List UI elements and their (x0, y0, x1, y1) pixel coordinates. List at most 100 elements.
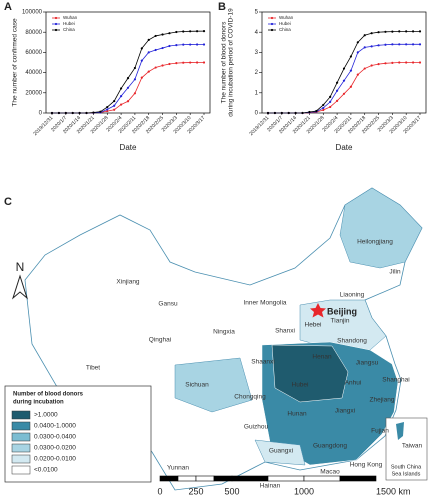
point (133, 92, 137, 95)
province-label: Anhui (345, 380, 362, 387)
scale-seg (195, 475, 215, 482)
point (154, 34, 157, 38)
point (99, 110, 102, 113)
point (161, 64, 164, 67)
point (356, 73, 359, 76)
point (405, 61, 408, 64)
legend-swatch (11, 410, 31, 420)
legend-marker (270, 16, 274, 20)
point (335, 89, 339, 92)
point (329, 95, 332, 98)
scale-label: 250 (188, 486, 203, 496)
y-axis-label: The number of blood donors (221, 21, 228, 103)
point (147, 51, 150, 54)
point (126, 86, 130, 89)
x-tick-label: 2019/12/31 (248, 115, 270, 137)
capital-star (310, 303, 326, 318)
legend-label: Hubei (279, 21, 291, 26)
legend-label: Wuhan (279, 15, 294, 20)
point (280, 111, 283, 115)
plot-frame (45, 11, 211, 114)
point (384, 43, 387, 46)
point (370, 45, 373, 48)
legend-title: Number of blood donors (13, 392, 84, 398)
point (175, 30, 178, 34)
province-label: Jiangsu (356, 360, 379, 367)
series-line (268, 43, 420, 114)
point (106, 105, 109, 109)
point (71, 111, 74, 115)
point (195, 61, 199, 64)
point (287, 111, 290, 115)
point (391, 61, 394, 65)
point (113, 99, 116, 103)
point (398, 61, 401, 64)
point (391, 30, 394, 33)
province-label: Xinjiang (116, 279, 140, 286)
legend-label: Hubei (63, 21, 75, 26)
y-tick-label: 1 (255, 90, 259, 96)
point (370, 32, 373, 35)
point (377, 31, 380, 34)
scale-seg (159, 475, 179, 482)
y-tick-label: 3 (255, 50, 259, 56)
province-label: Guizhou (244, 424, 269, 431)
point (175, 62, 178, 65)
x-axis-label: Date (336, 143, 353, 152)
point (168, 62, 171, 66)
inset-box (385, 417, 428, 481)
province-label: Inner Mongolia (244, 300, 287, 307)
point (126, 77, 130, 80)
legend-marker (54, 28, 58, 32)
scale-seg (267, 475, 305, 482)
series-line (268, 62, 420, 114)
point (126, 100, 130, 103)
point (106, 108, 109, 111)
y-axis-label: during incubation period of COVID-19 (228, 8, 235, 117)
point (411, 30, 415, 33)
point (342, 79, 346, 82)
scale-seg (231, 475, 269, 482)
point (202, 43, 206, 46)
point (418, 30, 422, 33)
y-tick-label: 80000 (25, 30, 42, 36)
legend-label: Wuhan (63, 15, 78, 20)
province-label: Ningxia (213, 329, 235, 336)
point (64, 111, 67, 115)
province-label: Guangdong (313, 443, 347, 450)
scale-label: 0 (157, 486, 162, 496)
panel-letter: C (4, 196, 12, 208)
point (50, 111, 54, 115)
province-label: Tianjin (331, 318, 350, 325)
point (294, 111, 297, 115)
point (154, 66, 157, 69)
province-label: Gansu (158, 301, 178, 308)
point (335, 81, 339, 84)
province-label: Qinghai (149, 337, 171, 344)
legend-label: 0.0200-0.0100 (34, 456, 76, 463)
province-label: Guangxi (269, 448, 293, 455)
province-label: Taiwan (402, 443, 423, 450)
point (113, 104, 116, 107)
point (161, 33, 164, 36)
point (405, 43, 408, 46)
legend-label: China (63, 27, 75, 32)
y-tick-label: 100000 (22, 10, 43, 16)
y-tick-label: 0 (39, 111, 43, 117)
point (140, 59, 143, 62)
point (377, 63, 380, 66)
point (119, 95, 123, 98)
plot-frame (261, 11, 427, 114)
province-label: Hebei (305, 322, 322, 329)
legend-swatch (11, 454, 31, 464)
capital-label: Beijing (327, 306, 357, 316)
point (356, 41, 359, 44)
legend-label: 0.0300-0.0400 (34, 434, 76, 441)
point (133, 66, 137, 70)
panel-letter: A (4, 1, 12, 13)
point (322, 103, 325, 107)
point (189, 43, 192, 46)
province-label: Shaanxi (251, 359, 275, 366)
point (356, 51, 359, 54)
